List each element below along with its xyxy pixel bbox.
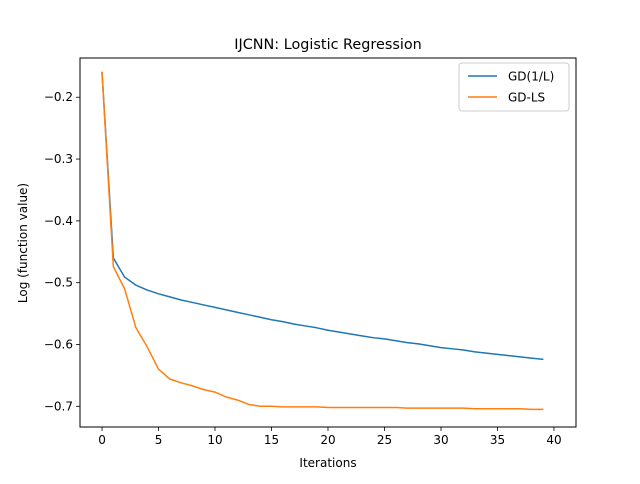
x-tick-label: 20 bbox=[320, 433, 335, 447]
x-tick-label: 5 bbox=[155, 433, 163, 447]
x-axis-ticks: 0 5 10 15 20 25 30 35 40 bbox=[98, 427, 562, 447]
y-axis-label: Log (function value) bbox=[16, 183, 30, 303]
y-axis-ticks: −0.2 −0.3 −0.4 −0.5 −0.6 −0.7 bbox=[44, 90, 80, 413]
axes-background bbox=[80, 58, 576, 427]
y-tick-label: −0.4 bbox=[44, 214, 73, 228]
legend-box bbox=[458, 62, 570, 112]
legend-label-gd-ls: GD-LS bbox=[508, 91, 545, 105]
x-tick-label: 35 bbox=[490, 433, 505, 447]
y-tick-label: −0.5 bbox=[44, 276, 73, 290]
legend-label-gd-1-l: GD(1/L) bbox=[508, 70, 554, 84]
x-tick-label: 10 bbox=[207, 433, 222, 447]
x-tick-label: 30 bbox=[433, 433, 448, 447]
x-tick-label: 15 bbox=[264, 433, 279, 447]
y-tick-label: −0.3 bbox=[44, 152, 73, 166]
x-tick-label: 40 bbox=[546, 433, 561, 447]
plot-area bbox=[79, 57, 577, 428]
y-tick-label: −0.7 bbox=[44, 399, 73, 413]
series-layer bbox=[101, 71, 544, 411]
x-tick-label: 0 bbox=[98, 433, 106, 447]
x-axis-label: Iterations bbox=[299, 456, 356, 470]
y-tick-label: −0.2 bbox=[44, 90, 73, 104]
legend: GD(1/L) GD-LS bbox=[458, 62, 570, 112]
y-tick-label: −0.6 bbox=[44, 337, 73, 351]
series-line-gd-ls bbox=[101, 71, 544, 411]
series-line-gd-1-l bbox=[101, 71, 544, 361]
x-tick-label: 25 bbox=[377, 433, 392, 447]
chart-title: IJCNN: Logistic Regression bbox=[234, 37, 422, 53]
